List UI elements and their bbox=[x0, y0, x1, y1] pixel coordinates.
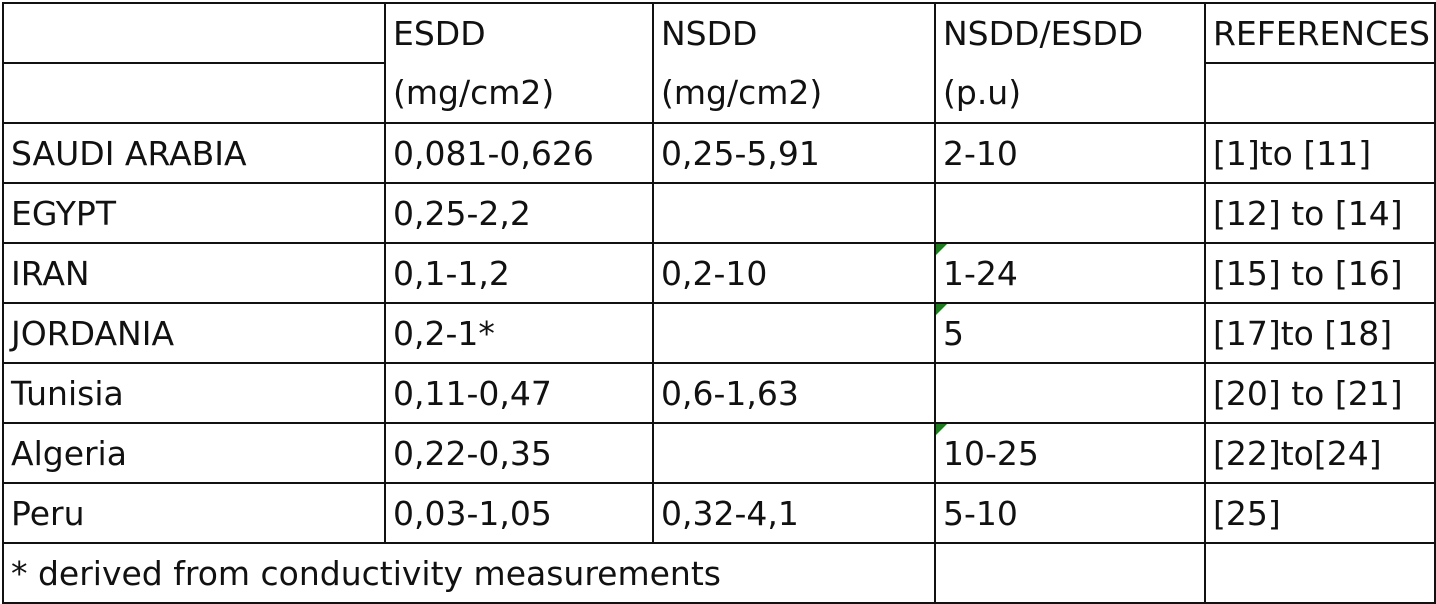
references-cell: [1]to [11] bbox=[1204, 122, 1436, 184]
units-country bbox=[2, 62, 386, 124]
units-ratio: (p.u) bbox=[934, 63, 1206, 124]
nsdd-cell: 0,25-5,91 bbox=[652, 122, 936, 184]
header-row: ESDD NSDD NSDD/ESDD REFERENCES bbox=[2, 2, 1436, 64]
table-row: SAUDI ARABIA 0,081-0,626 0,25-5,91 2-10 … bbox=[2, 122, 1436, 184]
references-cell: [17]to [18] bbox=[1204, 302, 1436, 364]
country-cell: Algeria bbox=[2, 422, 386, 484]
references-cell: [12] to [14] bbox=[1204, 182, 1436, 244]
footnote-row: * derived from conductivity measurements bbox=[2, 542, 1436, 604]
footnote: * derived from conductivity measurements bbox=[2, 542, 936, 604]
header-references: REFERENCES bbox=[1204, 2, 1436, 64]
esdd-cell: 0,25-2,2 bbox=[384, 182, 654, 244]
header-nsdd: NSDD bbox=[652, 2, 936, 63]
ratio-value: 10-25 bbox=[943, 433, 1039, 473]
esdd-cell: 0,03-1,05 bbox=[384, 482, 654, 544]
ratio-cell: 2-10 bbox=[934, 122, 1206, 184]
country-cell: SAUDI ARABIA bbox=[2, 122, 386, 184]
references-cell: [25] bbox=[1204, 482, 1436, 544]
table-row: Peru 0,03-1,05 0,32-4,1 5-10 [25] bbox=[2, 482, 1436, 544]
esdd-cell: 0,11-0,47 bbox=[384, 362, 654, 424]
ratio-cell: 1-24 bbox=[934, 242, 1206, 304]
nsdd-cell: 0,32-4,1 bbox=[652, 482, 936, 544]
country-cell: Peru bbox=[2, 482, 386, 544]
comment-indicator-icon[interactable] bbox=[937, 425, 947, 435]
ratio-value: 1-24 bbox=[943, 253, 1018, 293]
table-row: Algeria 0,22-0,35 10-25 [22]to[24] bbox=[2, 422, 1436, 484]
table-row: Tunisia 0,11-0,47 0,6-1,63 [20] to [21] bbox=[2, 362, 1436, 424]
esdd-cell: 0,081-0,626 bbox=[384, 122, 654, 184]
esdd-cell: 0,22-0,35 bbox=[384, 422, 654, 484]
comment-indicator-icon[interactable] bbox=[937, 245, 947, 255]
units-row: (mg/cm2) (mg/cm2) (p.u) bbox=[2, 62, 1436, 124]
table-row: EGYPT 0,25-2,2 [12] to [14] bbox=[2, 182, 1436, 244]
esdd-cell: 0,1-1,2 bbox=[384, 242, 654, 304]
nsdd-cell bbox=[652, 182, 936, 244]
ratio-cell bbox=[934, 362, 1206, 424]
header-ratio: NSDD/ESDD bbox=[934, 2, 1206, 63]
header-country bbox=[2, 2, 386, 63]
country-cell: Tunisia bbox=[2, 362, 386, 424]
ratio-cell bbox=[934, 182, 1206, 244]
header-esdd: ESDD bbox=[384, 2, 654, 63]
esdd-cell: 0,2-1* bbox=[384, 302, 654, 364]
references-cell: [15] to [16] bbox=[1204, 242, 1436, 304]
ratio-value: 5 bbox=[943, 313, 964, 353]
table-row: IRAN 0,1-1,2 0,2-10 1-24 [15] to [16] bbox=[2, 242, 1436, 304]
nsdd-cell: 0,6-1,63 bbox=[652, 362, 936, 424]
ratio-cell: 5-10 bbox=[934, 482, 1206, 544]
units-references bbox=[1204, 62, 1436, 124]
empty-cell bbox=[1204, 542, 1436, 604]
ratio-cell: 5 bbox=[934, 302, 1206, 364]
nsdd-cell bbox=[652, 422, 936, 484]
nsdd-cell bbox=[652, 302, 936, 364]
country-cell: JORDANIA bbox=[2, 302, 386, 364]
country-cell: EGYPT bbox=[2, 182, 386, 244]
ratio-cell: 10-25 bbox=[934, 422, 1206, 484]
table-row: JORDANIA 0,2-1* 5 [17]to [18] bbox=[2, 302, 1436, 364]
units-nsdd: (mg/cm2) bbox=[652, 63, 936, 124]
nsdd-cell: 0,2-10 bbox=[652, 242, 936, 304]
units-esdd: (mg/cm2) bbox=[384, 63, 654, 124]
empty-cell bbox=[934, 542, 1206, 604]
references-cell: [22]to[24] bbox=[1204, 422, 1436, 484]
references-cell: [20] to [21] bbox=[1204, 362, 1436, 424]
comment-indicator-icon[interactable] bbox=[937, 305, 947, 315]
country-cell: IRAN bbox=[2, 242, 386, 304]
